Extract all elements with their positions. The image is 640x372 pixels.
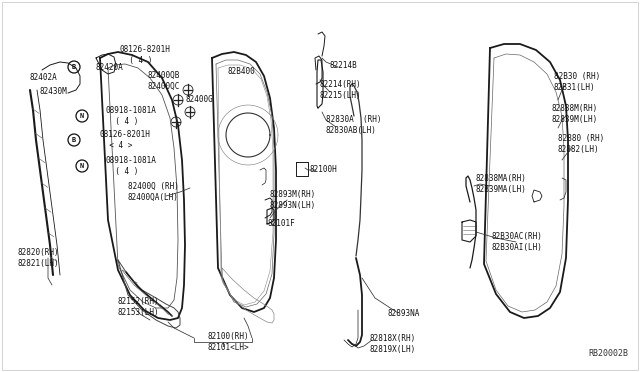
Text: B: B: [72, 64, 76, 70]
Text: 08918-1081A
  ( 4 ): 08918-1081A ( 4 ): [106, 106, 157, 126]
Text: 82B30AC(RH)
82B30AI(LH): 82B30AC(RH) 82B30AI(LH): [492, 232, 543, 252]
Text: 82818X(RH)
82819X(LH): 82818X(RH) 82819X(LH): [370, 334, 416, 354]
Text: 82B400: 82B400: [228, 67, 256, 77]
Text: 82B30 (RH)
82B31(LH): 82B30 (RH) 82B31(LH): [554, 72, 600, 92]
Text: 82402A: 82402A: [30, 73, 58, 81]
Text: 82101F: 82101F: [268, 219, 296, 228]
Text: 82214B: 82214B: [330, 61, 358, 71]
Text: 82214(RH)
82215(LH): 82214(RH) 82215(LH): [320, 80, 362, 100]
Text: 82100H: 82100H: [310, 166, 338, 174]
Text: 82838MA(RH)
82B39MA(LH): 82838MA(RH) 82B39MA(LH): [476, 174, 527, 194]
Text: 08126-8201H
  ( 4 ): 08126-8201H ( 4 ): [120, 45, 171, 65]
Text: B: B: [72, 137, 76, 143]
Text: N: N: [80, 163, 84, 169]
Text: 82430M: 82430M: [40, 87, 68, 96]
Text: N: N: [80, 113, 84, 119]
Text: 82400QB
82400QC: 82400QB 82400QC: [148, 71, 180, 91]
Text: 08126-8201H
  < 4 >: 08126-8201H < 4 >: [100, 130, 151, 150]
Text: 82420A: 82420A: [96, 62, 124, 71]
Text: 82880 (RH)
82882(LH): 82880 (RH) 82882(LH): [558, 134, 604, 154]
Text: 08918-1081A
  ( 4 ): 08918-1081A ( 4 ): [106, 156, 157, 176]
Text: 82400G: 82400G: [185, 94, 212, 103]
Text: 82838M(RH)
82839M(LH): 82838M(RH) 82839M(LH): [552, 104, 598, 124]
Text: RB20002B: RB20002B: [588, 349, 628, 358]
Text: 82893M(RH)
82893N(LH): 82893M(RH) 82893N(LH): [270, 190, 316, 210]
Text: 82100(RH)
82101<LH>: 82100(RH) 82101<LH>: [208, 332, 250, 352]
Text: 82893NA: 82893NA: [388, 308, 420, 317]
Text: 82400Q (RH)
82400QA(LH): 82400Q (RH) 82400QA(LH): [128, 182, 179, 202]
Text: 82820(RH)
82821(LH): 82820(RH) 82821(LH): [18, 248, 60, 268]
Text: 82152(RH)
82153(LH): 82152(RH) 82153(LH): [118, 297, 159, 317]
Text: 82830A  (RH)
82830AB(LH): 82830A (RH) 82830AB(LH): [326, 115, 381, 135]
